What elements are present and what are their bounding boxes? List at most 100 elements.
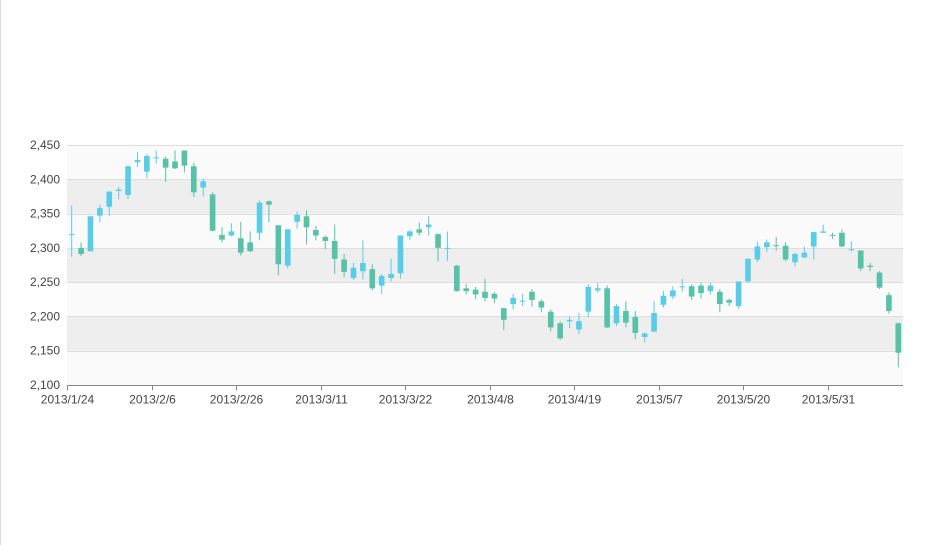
candle-body [266,201,272,205]
candle-body [688,286,695,297]
x-tick-label: 2013/1/24 [41,393,95,407]
candle-body [181,150,188,166]
candle-body [360,262,366,272]
candle-body [284,229,291,266]
candle-body [369,269,376,289]
grid-bands [67,145,903,385]
candle-body [425,224,432,228]
candle-body [801,252,808,258]
candle-body [829,234,836,236]
candle-body [623,310,629,323]
candle-body [444,247,451,249]
grid-band [67,247,903,283]
x-tick-label: 2013/5/7 [636,393,683,407]
candle-body [172,161,178,169]
candle-body [331,241,338,259]
candle-body [209,194,216,231]
candle-body [763,242,770,248]
candle-body [219,234,225,240]
candle-body [810,232,817,247]
x-tick-label: 2013/4/19 [548,393,602,407]
candle-body [115,189,122,191]
candle-body [773,245,780,247]
y-tick-label: 2,250 [30,275,60,289]
candle-body [200,181,207,188]
y-tick-label: 2,300 [30,241,60,255]
y-tick-label: 2,200 [30,309,60,323]
candle-body [538,301,545,308]
y-tick-label: 2,400 [30,172,60,186]
candle-body [726,299,733,303]
candle-body [407,231,413,237]
y-tick-label: 2,350 [30,207,60,221]
candle-body [463,288,470,292]
candle-body [529,291,535,300]
candle-body [482,291,488,298]
x-axis: 2013/1/24 2013/2/6 2013/2/26 2013/3/11 2013/… [41,385,903,407]
candle-body [435,234,441,248]
candle-body [707,285,714,292]
candle-body [237,238,244,253]
candle-body [510,297,516,305]
y-tick-label: 2,450 [30,138,60,152]
candle-body [313,230,319,236]
candle-body [585,286,592,312]
candle-body [97,208,103,216]
candle-body [698,285,704,294]
candle-body [754,246,761,260]
candle-body [848,249,855,251]
candle-body [547,311,554,328]
candle-body [670,290,676,297]
candle-body [303,216,310,228]
candle-body [717,291,723,305]
candle-body [594,288,601,291]
candle-body [576,321,582,330]
x-tick-label: 2013/5/20 [717,393,771,407]
candle-body [895,323,902,353]
grid-band [67,213,903,248]
candlestick-series [68,150,902,368]
candle-body [68,234,75,236]
candle-body [397,235,404,274]
candle-body [153,157,160,159]
candle-body [275,225,282,265]
candle-body [867,265,873,268]
grid-band [67,316,903,351]
x-tick-label: 2013/2/26 [210,393,264,407]
y-tick-label: 2,100 [30,378,60,392]
candle-body [134,160,141,163]
candle-body [519,300,526,302]
grid-band [67,350,903,385]
candle-body [190,166,197,193]
candle-body [500,308,507,320]
candle-body [378,275,385,286]
candle-body [78,247,84,255]
x-tick-label: 2013/3/22 [379,393,433,407]
candle-body [566,319,573,322]
candle-body [857,250,864,269]
page-left-border [0,0,1,545]
candle-body [322,236,329,241]
x-tick-label: 2013/4/8 [467,393,514,407]
candle-body [491,293,498,299]
candle-body [247,242,253,252]
candle-body [679,286,686,288]
candle-body [782,245,789,260]
candle-body [341,259,347,272]
candle-body [454,265,460,292]
candle-body [125,166,131,196]
candle-body [228,231,235,236]
x-tick-label: 2013/5/31 [802,393,856,407]
y-tick-label: 2,150 [30,344,60,358]
candle-body [87,216,94,252]
candle-body [162,158,169,168]
candle-body [388,273,394,279]
candle-body [416,229,423,233]
candle-body [660,295,667,305]
candle-body [792,254,798,263]
candle-body [641,333,648,337]
candle-body [604,288,610,328]
candle-body [651,313,657,332]
candle-body [745,258,751,282]
